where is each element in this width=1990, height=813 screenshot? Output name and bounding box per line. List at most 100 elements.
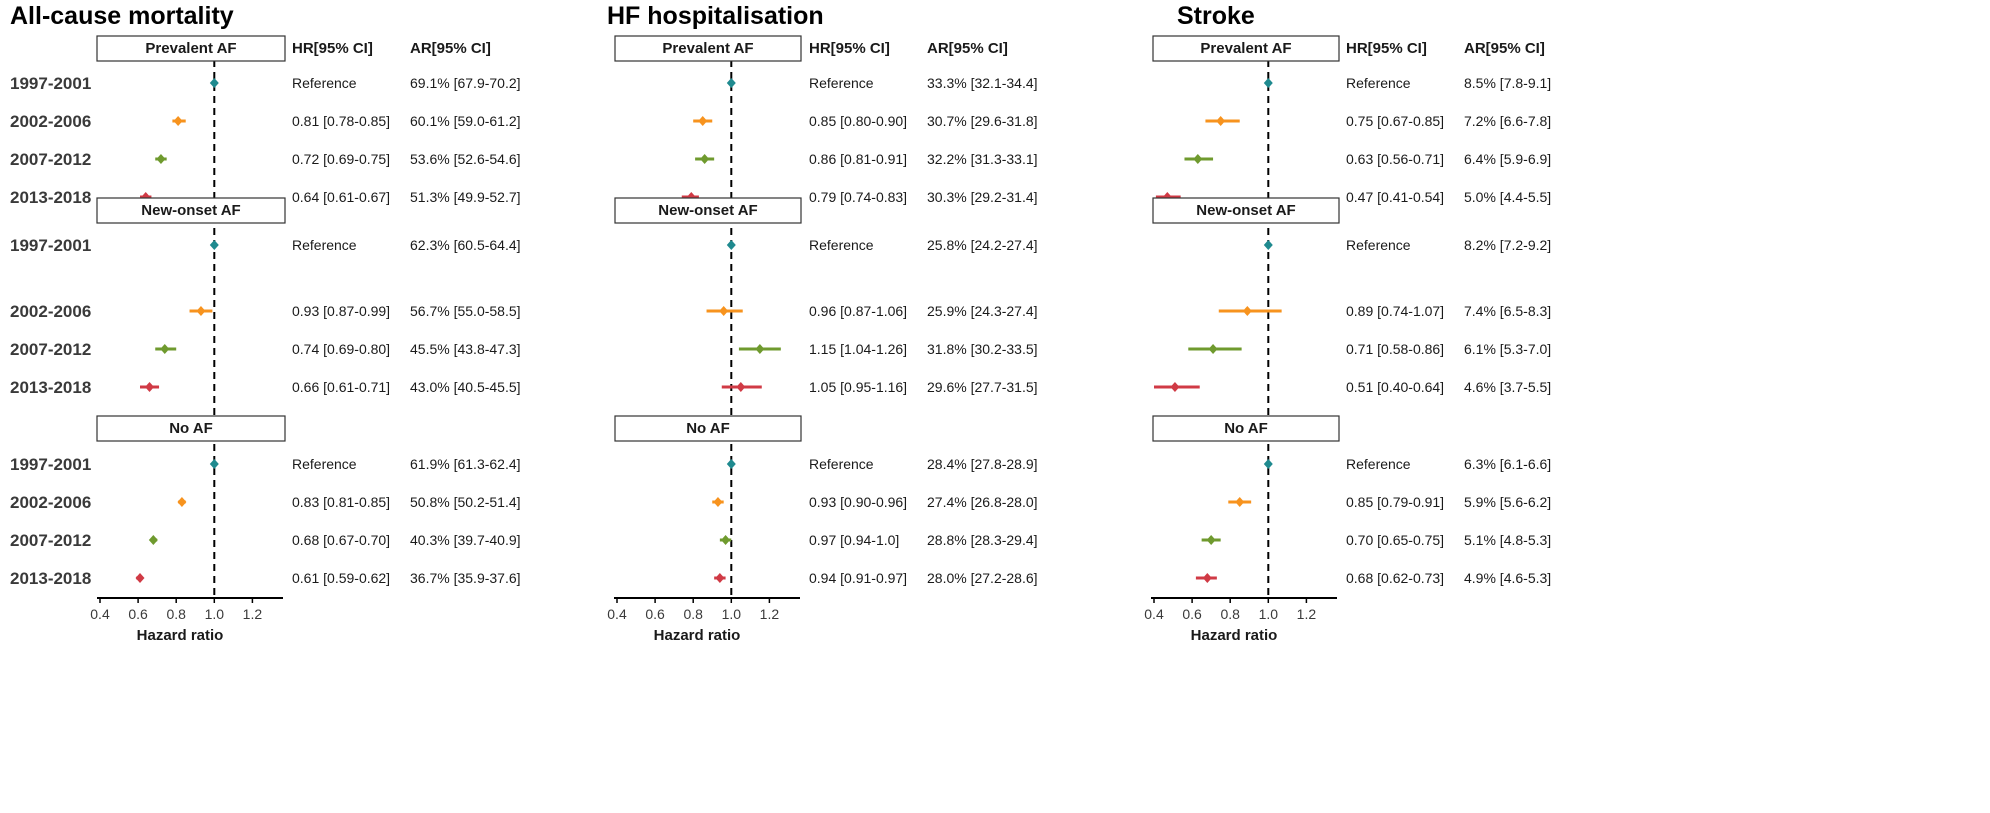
row-label: 2002-2006 bbox=[10, 493, 91, 512]
hr-point bbox=[1206, 535, 1216, 545]
ar-column-header: AR[95% CI] bbox=[410, 40, 491, 57]
ar-value: 27.4% [26.8-28.0] bbox=[927, 494, 1038, 510]
group-box bbox=[614, 415, 802, 442]
x-tick-label: 0.4 bbox=[1144, 606, 1164, 622]
hr-value: Reference bbox=[292, 456, 357, 472]
hr-point bbox=[135, 573, 145, 583]
ar-value: 61.9% [61.3-62.4] bbox=[410, 456, 521, 472]
ar-value: 25.8% [24.2-27.4] bbox=[927, 237, 1038, 253]
group-box bbox=[614, 35, 802, 62]
hr-value: 1.15 [1.04-1.26] bbox=[809, 341, 907, 357]
ar-value: 7.4% [6.5-8.3] bbox=[1464, 303, 1551, 319]
x-tick-label: 0.8 bbox=[166, 606, 186, 622]
group-title: New-onset AF bbox=[658, 202, 757, 219]
ar-value: 36.7% [35.9-37.6] bbox=[410, 570, 521, 586]
x-tick-label: 0.6 bbox=[645, 606, 665, 622]
hr-value: Reference bbox=[809, 456, 874, 472]
x-axis-label: Hazard ratio bbox=[1191, 627, 1278, 644]
ar-value: 5.9% [5.6-6.2] bbox=[1464, 494, 1551, 510]
hr-point bbox=[736, 382, 746, 392]
group-title: Prevalent AF bbox=[145, 40, 236, 57]
row-label: 1997-2001 bbox=[10, 236, 91, 255]
group-box bbox=[96, 35, 286, 62]
group-title: No AF bbox=[169, 420, 213, 437]
group-title: New-onset AF bbox=[1196, 202, 1295, 219]
hr-point bbox=[721, 535, 731, 545]
group-title: No AF bbox=[1224, 420, 1268, 437]
hr-column-header: HR[95% CI] bbox=[292, 40, 373, 57]
hr-column-header: HR[95% CI] bbox=[809, 40, 890, 57]
ar-value: 6.1% [5.3-7.0] bbox=[1464, 341, 1551, 357]
hr-value: 0.63 [0.56-0.71] bbox=[1346, 151, 1444, 167]
panel-title: All-cause mortality bbox=[10, 2, 234, 30]
ar-value: 50.8% [50.2-51.4] bbox=[410, 494, 521, 510]
hr-value: 0.83 [0.81-0.85] bbox=[292, 494, 390, 510]
ar-value: 4.6% [3.7-5.5] bbox=[1464, 379, 1551, 395]
x-tick-label: 0.4 bbox=[90, 606, 110, 622]
hr-point bbox=[1242, 306, 1252, 316]
ar-value: 40.3% [39.7-40.9] bbox=[410, 532, 521, 548]
ar-value: 30.7% [29.6-31.8] bbox=[927, 113, 1038, 129]
x-tick-label: 1.2 bbox=[243, 606, 263, 622]
hr-value: 0.74 [0.69-0.80] bbox=[292, 341, 390, 357]
ar-value: 43.0% [40.5-45.5] bbox=[410, 379, 521, 395]
ar-column-header: AR[95% CI] bbox=[1464, 40, 1545, 57]
hr-point bbox=[1235, 497, 1245, 507]
group-title: New-onset AF bbox=[141, 202, 240, 219]
ar-value: 29.6% [27.7-31.5] bbox=[927, 379, 1038, 395]
ar-value: 51.3% [49.9-52.7] bbox=[410, 189, 521, 205]
ar-value: 28.8% [28.3-29.4] bbox=[927, 532, 1038, 548]
hr-point bbox=[1193, 154, 1203, 164]
x-tick-label: 0.6 bbox=[128, 606, 148, 622]
hr-point bbox=[148, 535, 158, 545]
hr-point bbox=[755, 344, 765, 354]
ar-value: 32.2% [31.3-33.1] bbox=[927, 151, 1038, 167]
group-box bbox=[1152, 197, 1340, 224]
hr-value: 0.86 [0.81-0.91] bbox=[809, 151, 907, 167]
hr-value: 0.64 [0.61-0.67] bbox=[292, 189, 390, 205]
hr-value: 0.96 [0.87-1.06] bbox=[809, 303, 907, 319]
row-label: 2007-2012 bbox=[10, 531, 91, 550]
hr-value: 0.72 [0.69-0.75] bbox=[292, 151, 390, 167]
hr-value: 0.85 [0.80-0.90] bbox=[809, 113, 907, 129]
hr-column-header: HR[95% CI] bbox=[1346, 40, 1427, 57]
hr-point bbox=[726, 459, 736, 469]
group-box bbox=[96, 197, 286, 224]
hr-value: 0.93 [0.90-0.96] bbox=[809, 494, 907, 510]
hr-point bbox=[715, 573, 725, 583]
hr-point bbox=[726, 240, 736, 250]
row-label: 1997-2001 bbox=[10, 74, 91, 93]
ar-value: 69.1% [67.9-70.2] bbox=[410, 75, 521, 91]
group-title: Prevalent AF bbox=[662, 40, 753, 57]
x-tick-label: 1.0 bbox=[1259, 606, 1279, 622]
row-label: 2002-2006 bbox=[10, 302, 91, 321]
hr-point bbox=[698, 116, 708, 126]
ar-value: 31.8% [30.2-33.5] bbox=[927, 341, 1038, 357]
ar-value: 6.3% [6.1-6.6] bbox=[1464, 456, 1551, 472]
hr-point bbox=[173, 116, 183, 126]
group-title: No AF bbox=[686, 420, 730, 437]
x-axis-label: Hazard ratio bbox=[137, 627, 224, 644]
row-label: 2013-2018 bbox=[10, 569, 91, 588]
hr-value: 0.79 [0.74-0.83] bbox=[809, 189, 907, 205]
hr-value: Reference bbox=[292, 237, 357, 253]
ar-value: 33.3% [32.1-34.4] bbox=[927, 75, 1038, 91]
hr-point bbox=[700, 154, 710, 164]
hr-point bbox=[145, 382, 155, 392]
hr-point bbox=[209, 78, 219, 88]
hr-value: 0.47 [0.41-0.54] bbox=[1346, 189, 1444, 205]
hr-point bbox=[1202, 573, 1212, 583]
hr-point bbox=[1263, 459, 1273, 469]
panel-title: Stroke bbox=[1177, 2, 1255, 30]
hr-point bbox=[156, 154, 166, 164]
x-axis-label: Hazard ratio bbox=[654, 627, 741, 644]
ar-value: 7.2% [6.6-7.8] bbox=[1464, 113, 1551, 129]
hr-value: 0.94 [0.91-0.97] bbox=[809, 570, 907, 586]
hr-value: 0.81 [0.78-0.85] bbox=[292, 113, 390, 129]
x-tick-label: 1.0 bbox=[722, 606, 742, 622]
hr-point bbox=[1263, 240, 1273, 250]
hr-value: 0.85 [0.79-0.91] bbox=[1346, 494, 1444, 510]
hr-value: 0.68 [0.67-0.70] bbox=[292, 532, 390, 548]
